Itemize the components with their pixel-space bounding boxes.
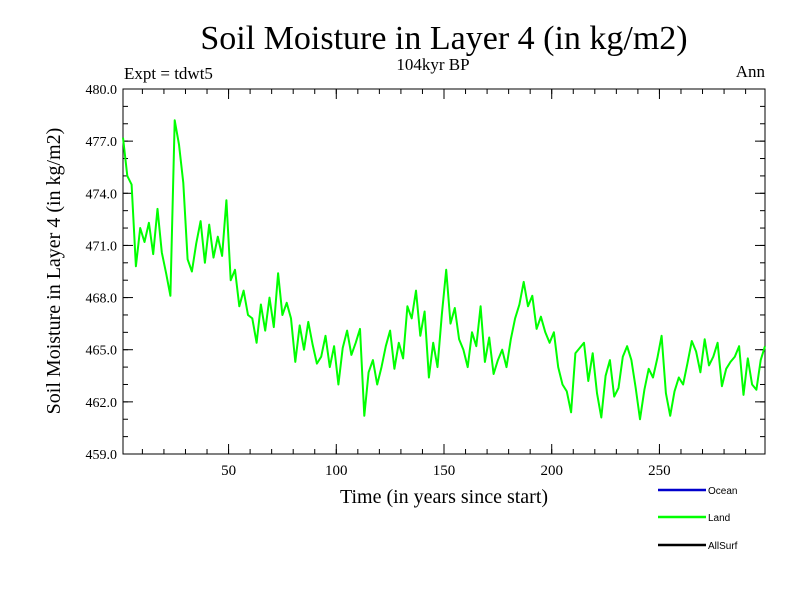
x-tick-label: 100 bbox=[325, 463, 348, 479]
x-tick-label: 50 bbox=[221, 463, 236, 479]
y-tick-label: 480.0 bbox=[86, 83, 118, 98]
x-tick-labels: 50 100 150 200 250 bbox=[221, 463, 671, 479]
x-tick-label: 200 bbox=[540, 463, 563, 479]
y-tick-label: 471.0 bbox=[86, 239, 118, 254]
axis-ticks bbox=[123, 88, 765, 455]
plot-frame bbox=[122, 88, 766, 455]
legend: Ocean Land AllSurf bbox=[658, 486, 738, 552]
series-line-land bbox=[122, 119, 766, 421]
chart-title: Soil Moisture in Layer 4 (in kg/m2) bbox=[200, 20, 687, 57]
legend-label-allsurf: AllSurf bbox=[708, 541, 738, 552]
y-tick-label: 459.0 bbox=[86, 448, 118, 463]
y-tick-label: 468.0 bbox=[86, 292, 118, 307]
x-tick-label: 250 bbox=[648, 463, 671, 479]
experiment-label: Expt = tdwt5 bbox=[124, 64, 213, 83]
series-group bbox=[122, 119, 766, 421]
y-axis-label: Soil Moisture in Layer 4 (in kg/m2) bbox=[43, 128, 65, 415]
chart-subtitle: 104kyr BP bbox=[396, 55, 469, 74]
y-tick-labels: 459.0 462.0 465.0 468.0 471.0 474.0 477.0 480.0 bbox=[86, 83, 118, 463]
season-label: Ann bbox=[736, 62, 766, 81]
legend-label-land: Land bbox=[708, 513, 730, 524]
x-axis-label: Time (in years since start) bbox=[340, 486, 548, 508]
y-tick-label: 477.0 bbox=[86, 135, 118, 150]
y-tick-label: 465.0 bbox=[86, 344, 118, 359]
x-tick-label: 150 bbox=[433, 463, 456, 479]
y-tick-label: 474.0 bbox=[86, 187, 118, 202]
legend-label-ocean: Ocean bbox=[708, 486, 737, 497]
y-tick-label: 462.0 bbox=[86, 396, 118, 411]
